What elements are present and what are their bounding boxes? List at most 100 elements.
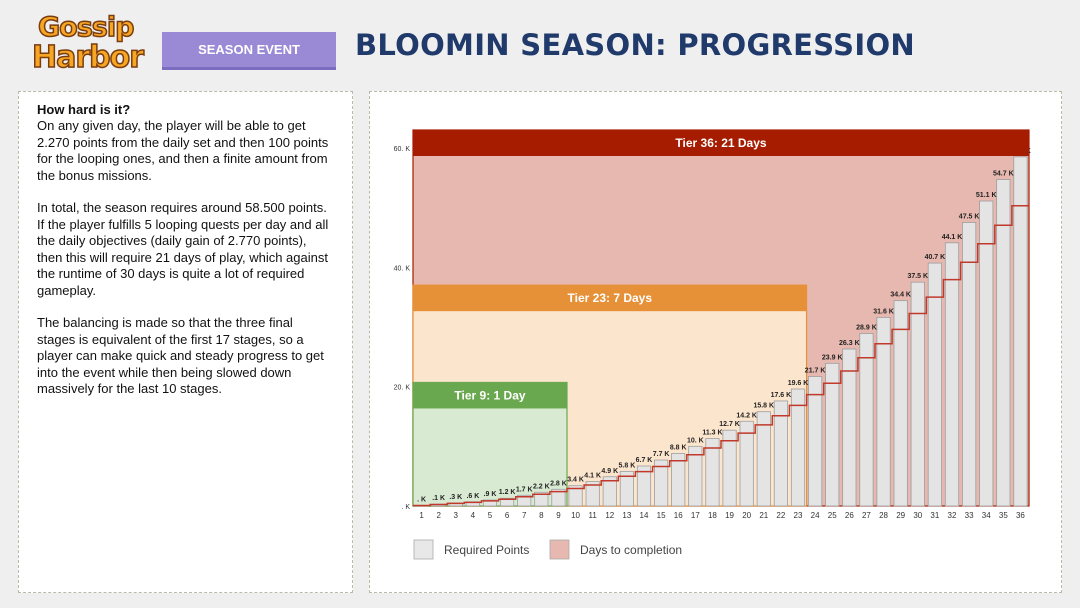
x-tick-label: 7 [522,511,527,520]
bar [996,179,1011,507]
bar-value-label: 7.7 K [653,451,670,458]
x-tick-label: 9 [556,511,561,520]
x-tick-label: 36 [1016,511,1025,520]
bar [500,497,515,507]
x-tick-label: 1 [419,511,424,520]
bar [825,362,840,507]
bar-value-label: .1 K [432,495,445,502]
bar-value-label: 21.7 K [805,367,826,374]
bar-value-label: 28.9 K [856,325,877,332]
x-tick-label: 15 [657,511,666,520]
bar [876,317,891,507]
x-tick-label: 34 [982,511,991,520]
bar-value-label: 12.7 K [719,421,740,428]
season-event-badge: SEASON EVENT [162,32,336,70]
description-panel: How hard is it? On any given day, the pl… [18,91,353,593]
days-step-line [413,204,1029,507]
bar-value-label: 14.2 K [736,412,757,419]
bar [859,333,874,507]
x-tick-label: 28 [879,511,888,520]
bar [636,465,652,507]
x-tick-label: 20 [742,511,751,520]
bar-value-label: 4.1 K [584,473,601,480]
description-paragraph-2: In total, the season requires around 58.… [37,200,329,298]
x-tick-label: 12 [605,511,614,520]
bar-value-label: 1.2 K [499,489,516,496]
x-tick-label: 31 [930,511,939,520]
bar [722,429,737,507]
x-tick-label: 3 [454,511,459,520]
bar-value-label: 5.8 K [619,462,636,469]
bar [962,222,977,507]
bar-value-label: 37.5 K [907,273,928,280]
x-tick-label: 18 [708,511,717,520]
bar-value-label: . K [417,496,426,503]
bar-value-label: 15.8 K [753,403,774,410]
bar [619,470,634,507]
bar [551,488,566,507]
bar [842,348,857,507]
bar-value-label: 8.8 K [670,444,687,451]
x-tick-label: 17 [691,511,700,520]
x-tick-label: 23 [794,511,803,520]
bar-value-label: 54.7 K [993,171,1014,178]
bar [671,453,686,507]
x-tick-label: 6 [505,511,510,520]
bar-value-label: 10. K [687,437,704,444]
tier-label: Tier 9: 1 Day [454,388,525,402]
bar [756,411,771,507]
x-tick-label: 4 [471,511,476,520]
x-tick-label: 26 [845,511,854,520]
x-tick-label: 16 [674,511,683,520]
bar [602,476,617,507]
x-tick-label: 25 [828,511,837,520]
description-paragraph-1: On any given day, the player will be abl… [37,118,329,183]
bar-value-label: 26.3 K [839,340,860,347]
bar [808,376,823,507]
bar [773,400,788,507]
bar-value-label: 23.9 K [822,354,843,361]
x-tick-label: 11 [589,511,598,520]
bar [517,494,532,507]
tier-header [413,382,567,409]
bar-value-label: .3 K [449,494,462,501]
x-tick-label: 2 [436,511,441,520]
bar-value-label: 40.7 K [925,254,946,261]
x-tick-label: 14 [640,511,649,520]
x-tick-label: 24 [811,511,820,520]
x-tick-label: 5 [488,511,493,520]
legend-label: Days to completion [580,543,682,557]
bar-value-label: 51.1 K [976,192,997,199]
chart-panel: . K 20. K 40. K 60. K 1 2 3 4 5 6 7 8 9 10 11 12 13 14 15 1… [369,91,1062,593]
tier-label: Tier 36: 21 Days [675,136,766,150]
x-tick-label: 22 [776,511,785,520]
bar [979,200,994,507]
bar [482,499,498,507]
y-tick-label: 40. K [394,265,411,272]
bar [1013,156,1028,507]
progression-chart: . K20. K40. K60. K1 2 3 4 5 6 7 8 9 10 11 12 13 14 15 1… [394,129,1031,560]
bar [705,438,720,507]
bar [688,445,703,507]
bar-value-label: 47.5 K [959,214,980,221]
page-title: BLOOMIN SEASON: PROGRESSION [355,28,915,62]
bar-value-label: 34.4 K [890,292,911,299]
description-paragraph-3: The balancing is made so that the three … [37,315,324,396]
tier-header [413,130,1029,156]
bar-value-label: .9 K [484,491,497,498]
bar-value-label: 2.2 K [533,483,550,490]
bar [790,388,806,507]
bar-value-label: 11.3 K [702,430,722,437]
bar [534,491,549,507]
bar-value-label: 44.1 K [942,234,963,241]
x-tick-label: 19 [725,511,734,520]
bar [944,242,960,507]
x-tick-label: 32 [948,511,957,520]
y-tick-label: . K [401,504,410,511]
bar-value-label: 2.8 K [550,480,567,487]
bar-value-label: 1.7 K [516,486,533,493]
y-tick-label: 20. K [394,385,411,392]
x-tick-label: 29 [896,511,905,520]
bar [585,481,600,507]
bar-value-label: 17.6 K [771,392,792,399]
